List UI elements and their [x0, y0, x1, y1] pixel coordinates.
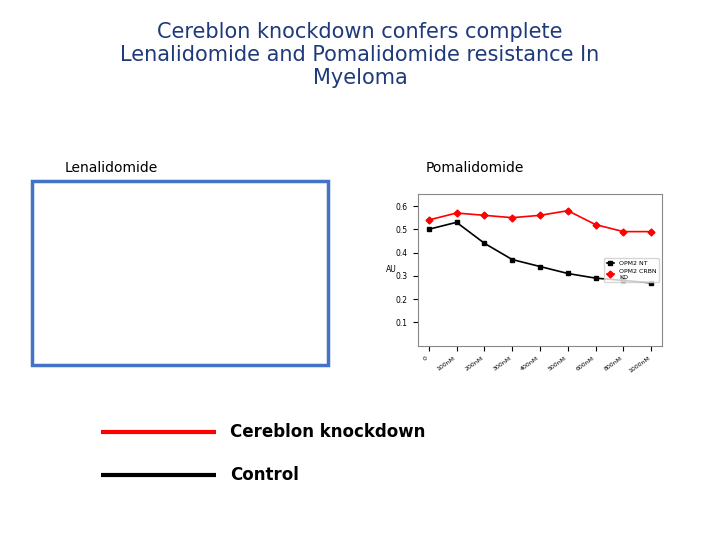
OPM2 CRBN
KD: [452, 210, 461, 216]
OPM2 NT: [508, 256, 516, 263]
OPM2 A3: [82, 226, 91, 233]
OPM2 CRBN
KD: [619, 228, 628, 235]
OPM2 A3: [294, 295, 303, 301]
OPM2 NT: [619, 277, 628, 284]
OPM2 NT: [189, 333, 197, 340]
Y-axis label: Viability (normalized to untreated control): Viability (normalized to untreated contr…: [46, 204, 51, 336]
Line: OPM2 CRBN
KD: OPM2 CRBN KD: [426, 208, 654, 234]
OPM2 CRBN
KD: [508, 214, 516, 221]
Text: Cereblon knockdown: Cereblon knockdown: [230, 423, 426, 441]
OPM2 NT: [452, 219, 461, 226]
OPM2 NT: [591, 275, 600, 281]
Text: Pomalidomide: Pomalidomide: [426, 161, 524, 176]
OPM2 CRBN
KD: [591, 221, 600, 228]
OPM2 A3: [117, 235, 126, 242]
OPM2 A3: [189, 234, 197, 241]
OPM2 NT: [564, 270, 572, 276]
OPM2 NT: [224, 335, 233, 341]
OPM2 NT: [480, 240, 489, 246]
Text: Cereblon knockdown confers complete
Lenalidomide and Pomalidomide resistance In
: Cereblon knockdown confers complete Lena…: [120, 22, 600, 88]
Y-axis label: AU: AU: [386, 266, 397, 274]
OPM2 A3: [153, 230, 161, 236]
OPM2 NT: [117, 311, 126, 318]
Text: Control: Control: [230, 466, 300, 484]
OPM2 CRBN
KD: [424, 217, 433, 223]
OPM2 CRBN
KD: [536, 212, 544, 219]
OPM2 CRBN
KD: [647, 228, 656, 235]
Legend: OPM2 NT, OPM2 A3: OPM2 NT, OPM2 A3: [261, 261, 307, 279]
OPM2 A3: [259, 256, 268, 263]
OPM2 CRBN
KD: [564, 207, 572, 214]
Line: OPM2 NT: OPM2 NT: [84, 227, 302, 343]
OPM2 CRBN
KD: [480, 212, 489, 219]
Line: OPM2 A3: OPM2 A3: [84, 227, 302, 300]
OPM2 NT: [259, 336, 268, 343]
OPM2 NT: [153, 330, 161, 337]
OPM2 NT: [536, 264, 544, 270]
Text: Lenalidomide: Lenalidomide: [65, 161, 158, 176]
OPM2 NT: [82, 226, 91, 233]
Title: OPM2 MTT (day8 post treatment): OPM2 MTT (day8 post treatment): [129, 185, 256, 194]
OPM2 A3: [224, 237, 233, 243]
OPM2 NT: [647, 280, 656, 286]
OPM2 NT: [294, 338, 303, 344]
Line: OPM2 NT: OPM2 NT: [426, 220, 654, 285]
Legend: OPM2 NT, OPM2 CRBN
KD: OPM2 NT, OPM2 CRBN KD: [604, 258, 660, 282]
OPM2 NT: [424, 226, 433, 233]
